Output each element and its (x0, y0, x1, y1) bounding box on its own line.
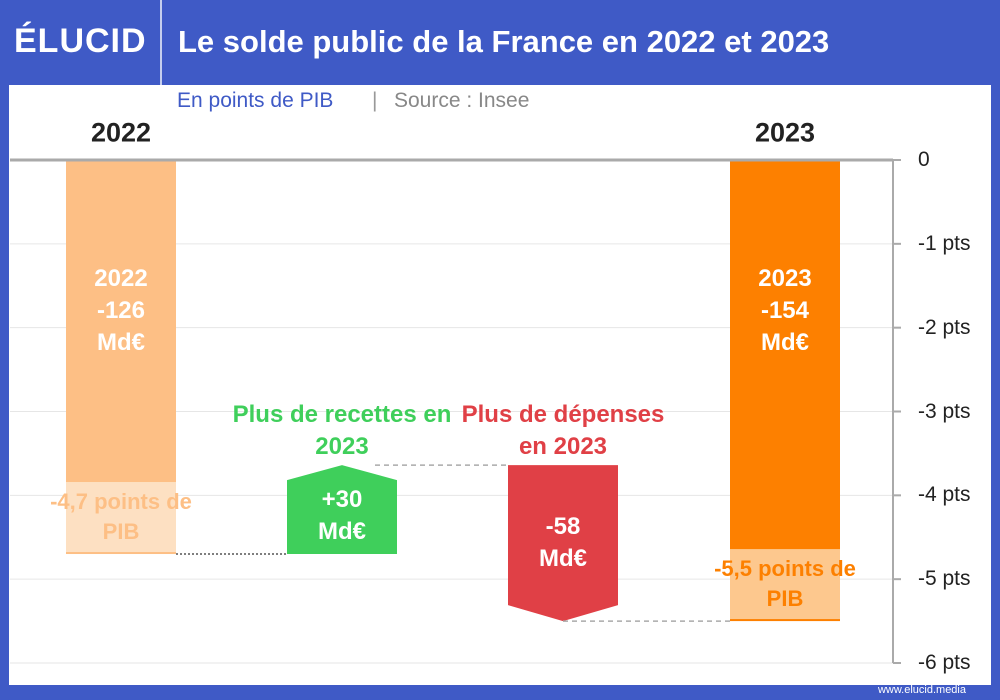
y-tick-label: -3 pts (918, 399, 971, 423)
bar (508, 465, 618, 622)
y-tick-label: -1 pts (918, 231, 971, 255)
bar-label: 2023 -154 Md€ (758, 265, 812, 356)
y-tick-label: -4 pts (918, 483, 971, 507)
value-label-band (66, 482, 176, 553)
logo: ÉLUCID (14, 22, 147, 60)
y-tick-label: 0 (918, 148, 930, 171)
footer: www.elucid.media (877, 684, 966, 696)
source: Source : Insee (394, 89, 530, 112)
bar-label: 2022 -126 Md€ (94, 265, 148, 356)
value-label: -4,7 points de PIB (50, 489, 192, 545)
value-label: -5,5 points de PIB (714, 556, 856, 612)
y-tick-label: -6 pts (918, 651, 971, 674)
category-label: 2023 (754, 117, 816, 148)
category-label: Plus de recettes en 2023 (232, 401, 452, 461)
y-tick-label: -2 pts (918, 315, 971, 339)
category-label: Plus de dépenses en 2023 (461, 401, 665, 461)
category-label: 2022 (90, 117, 152, 148)
chart-title: Le solde public de la France en 2022 et … (178, 24, 830, 59)
bar (730, 160, 840, 622)
bar (287, 465, 397, 555)
header-divider (160, 0, 162, 85)
bar-label: -58 Md€ (539, 513, 587, 573)
value-label-band (730, 549, 840, 620)
separator: | (372, 89, 378, 112)
bar-label: +30 Md€ (318, 485, 366, 545)
y-tick-label: -5 pts (918, 567, 971, 591)
subtitle: En points de PIB (177, 89, 334, 112)
